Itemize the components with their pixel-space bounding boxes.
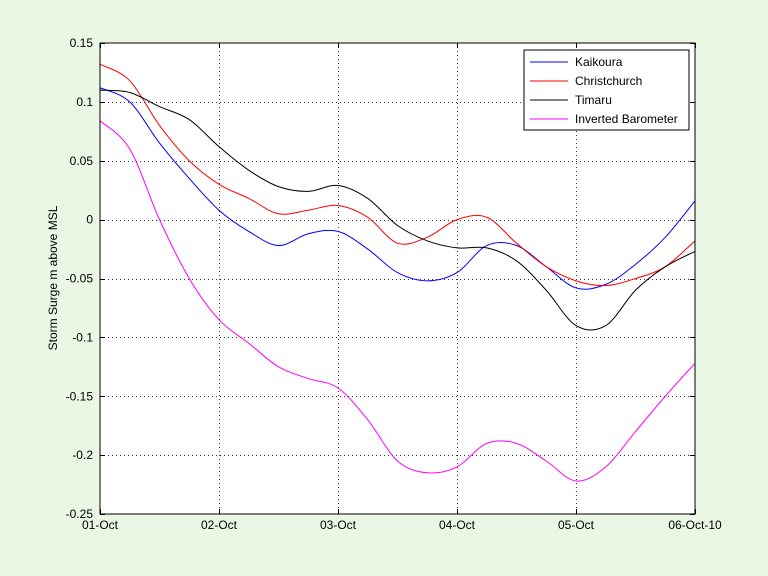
y-tick-label: 0.05 xyxy=(70,154,94,168)
y-tick-label: 0 xyxy=(86,213,93,227)
legend-label-timaru: Timaru xyxy=(575,93,612,107)
y-tick-label: -0.25 xyxy=(66,507,94,521)
x-tick-label: 05-Oct xyxy=(558,518,595,532)
series-line-inverted-barometer xyxy=(99,120,696,482)
y-axis-label: Storm Surge m above MSL xyxy=(46,205,60,350)
legend-label-kaikoura: Kaikoura xyxy=(575,55,623,69)
legend-box xyxy=(523,49,690,131)
legend-label-christchurch: Christchurch xyxy=(575,74,642,88)
x-tick-label: 04-Oct xyxy=(439,518,476,532)
legend: Kaikoura Christchurch Timaru Inverted Barom… xyxy=(523,49,690,131)
series-layer xyxy=(99,63,696,482)
x-tick-labels: 01-Oct 02-Oct 03-Oct 04-Oct 05-Oct 06-Oct-10 xyxy=(82,518,722,532)
x-tick-label: 01-Oct xyxy=(82,518,119,532)
series-line-kaikoura xyxy=(99,87,696,290)
y-tick-label: -0.2 xyxy=(72,448,93,462)
y-tick-label: -0.05 xyxy=(66,272,94,286)
grid xyxy=(100,43,695,514)
y-tick-labels: -0.25 -0.2 -0.15 -0.1 -0.05 0 0.05 0.1 0.15 xyxy=(66,36,94,521)
x-tick-label: 03-Oct xyxy=(320,518,357,532)
legend-label-inverted-barometer: Inverted Barometer xyxy=(575,112,678,126)
x-tick-label: 02-Oct xyxy=(201,518,238,532)
y-tick-label: 0.1 xyxy=(76,95,93,109)
series-line-christchurch xyxy=(99,63,696,287)
ticks xyxy=(100,43,696,515)
series-line-timaru xyxy=(99,89,696,331)
plot-frame xyxy=(99,42,696,515)
y-tick-label: -0.1 xyxy=(72,330,93,344)
y-tick-label: 0.15 xyxy=(70,36,94,50)
y-tick-label: -0.15 xyxy=(66,389,94,403)
x-tick-label: 06-Oct-10 xyxy=(668,518,722,532)
